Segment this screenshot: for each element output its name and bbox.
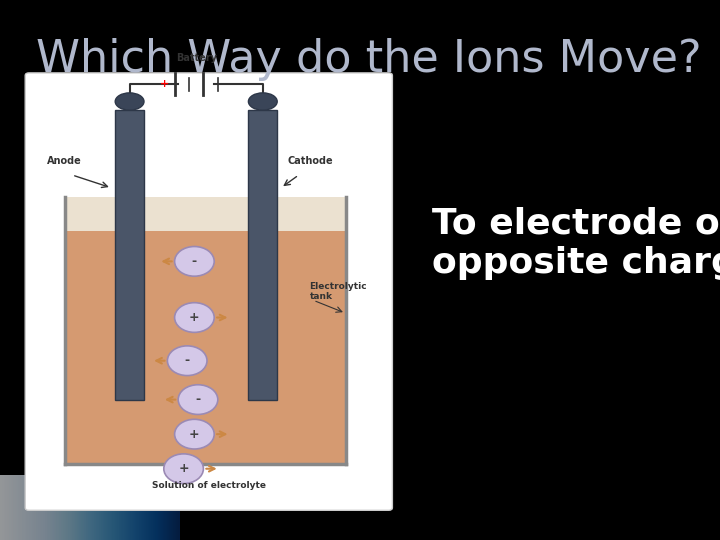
Text: To electrode of
opposite charge: To electrode of opposite charge — [432, 206, 720, 280]
Text: +: + — [189, 311, 199, 324]
Ellipse shape — [115, 93, 144, 110]
Text: -: - — [192, 255, 197, 268]
Circle shape — [163, 454, 204, 484]
Text: +: + — [179, 462, 189, 475]
Circle shape — [167, 346, 207, 376]
Text: Which Way do the Ions Move?: Which Way do the Ions Move? — [36, 38, 701, 81]
Bar — [65, 197, 346, 231]
Text: -: - — [184, 354, 190, 367]
Text: Battery: Battery — [176, 52, 217, 63]
Text: Anode: Anode — [47, 156, 81, 166]
Text: -: - — [195, 393, 201, 406]
FancyBboxPatch shape — [25, 73, 392, 510]
Circle shape — [174, 246, 215, 276]
Text: +: + — [160, 79, 169, 89]
Bar — [65, 231, 346, 464]
Text: Solution of electrolyte: Solution of electrolyte — [152, 481, 266, 490]
Text: −: − — [222, 78, 233, 91]
Text: Electrolytic
tank: Electrolytic tank — [310, 282, 367, 301]
Circle shape — [174, 302, 215, 332]
Ellipse shape — [248, 93, 277, 110]
Text: +: + — [189, 428, 199, 441]
Bar — [248, 110, 277, 400]
Circle shape — [178, 384, 217, 415]
Bar — [115, 110, 144, 400]
Text: Cathode: Cathode — [288, 156, 333, 166]
Circle shape — [174, 419, 215, 449]
